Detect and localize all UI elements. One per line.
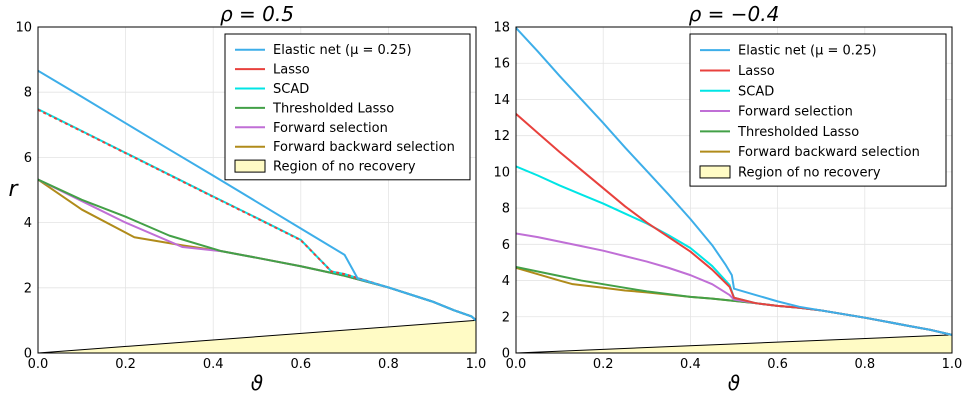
legend-label: Lasso [738, 64, 775, 79]
legend-label: Forward selection [273, 121, 388, 136]
y-tick-label: 2 [502, 310, 510, 325]
x-axis-label: ϑ [251, 371, 263, 394]
chart-title: ρ = −0.4 [689, 2, 780, 26]
legend-label: Thresholded Lasso [272, 101, 394, 116]
x-tick-label: 1.0 [466, 357, 487, 372]
series-thresholded-lasso [516, 265, 952, 336]
plot-area [516, 27, 952, 353]
x-tick-label: 0.4 [680, 357, 701, 372]
x-tick-label: 0.4 [203, 357, 224, 372]
series-scad [516, 165, 952, 336]
series-elastic-net-0-25 [516, 27, 952, 336]
x-tick-label: 1.0 [942, 357, 963, 372]
region-boundary-line [38, 319, 476, 353]
y-tick-label: 8 [502, 202, 510, 217]
x-tick-label: 0.2 [115, 357, 136, 372]
y-tick-label: 16 [493, 57, 510, 72]
y-tick-label: 10 [15, 21, 32, 36]
plot-frame [515, 26, 953, 354]
y-tick-label: 12 [493, 129, 510, 144]
legend-label: Elastic net (μ = 0.25) [273, 43, 412, 58]
legend-label: Region of no recovery [273, 160, 416, 175]
y-tick-label: 4 [502, 274, 510, 289]
series-thresholded-lasso [38, 178, 476, 322]
legend-label: Thresholded Lasso [737, 125, 859, 140]
y-tick-label: 0 [502, 347, 510, 362]
chart-2: 0.0 0.2 0.4 0.6 0.8 1.0 0 2 4 6 8 10 12 14 16 18 ρ = −0.… [493, 2, 962, 394]
plot-frame [37, 26, 477, 354]
y-tick-label: 18 [493, 21, 510, 36]
legend-box [689, 33, 947, 187]
chart-title: ρ = 0.5 [220, 2, 294, 26]
legend-label: SCAD [738, 84, 774, 99]
y-tick-label: 14 [493, 93, 510, 108]
series-forward-backward-selection [38, 178, 476, 322]
plot-area [38, 69, 476, 353]
legend-label: Elastic net (μ = 0.25) [738, 44, 877, 59]
legend: Elastic net (μ = 0.25) Lasso SCAD Forward s… [689, 33, 947, 187]
legend-label: Forward backward selection [273, 140, 455, 155]
y-tick-label: 8 [24, 86, 32, 101]
series-forward-selection [38, 178, 476, 322]
x-axis-label: ϑ [728, 371, 740, 394]
legend-label: SCAD [273, 82, 309, 97]
y-tick-label: 6 [24, 151, 32, 166]
y-axis-label: r [8, 177, 19, 202]
legend-box [224, 33, 471, 181]
legend-label: Forward backward selection [738, 145, 920, 160]
legend: Elastic net (μ = 0.25) Lasso SCAD Threshold… [224, 33, 471, 181]
region-boundary-line [516, 334, 952, 353]
series-elastic-net-0-25 [38, 69, 476, 322]
y-tick-label: 6 [502, 238, 510, 253]
legend-swatch-region [699, 165, 731, 179]
chart-1: 0.0 0.2 0.4 0.6 0.8 1.0 0 2 4 6 8 10 ρ = 0.5 ϑ r Elasti… [8, 2, 486, 394]
y-tick-label: 0 [24, 347, 32, 362]
x-tick-label: 0.0 [28, 357, 49, 372]
y-tick-label: 4 [24, 216, 32, 231]
legend-label: Lasso [273, 63, 310, 78]
x-tick-label: 0.8 [378, 357, 399, 372]
legend-swatch-region [234, 159, 266, 173]
y-tick-label: 10 [493, 165, 510, 180]
x-tick-label: 0.6 [767, 357, 788, 372]
y-tick-label: 2 [24, 281, 32, 296]
legend-label: Forward selection [738, 105, 853, 120]
x-tick-label: 0.0 [506, 357, 527, 372]
legend-label: Region of no recovery [738, 165, 881, 180]
x-tick-label: 0.2 [593, 357, 614, 372]
x-tick-label: 0.6 [290, 357, 311, 372]
x-tick-label: 0.8 [854, 357, 875, 372]
